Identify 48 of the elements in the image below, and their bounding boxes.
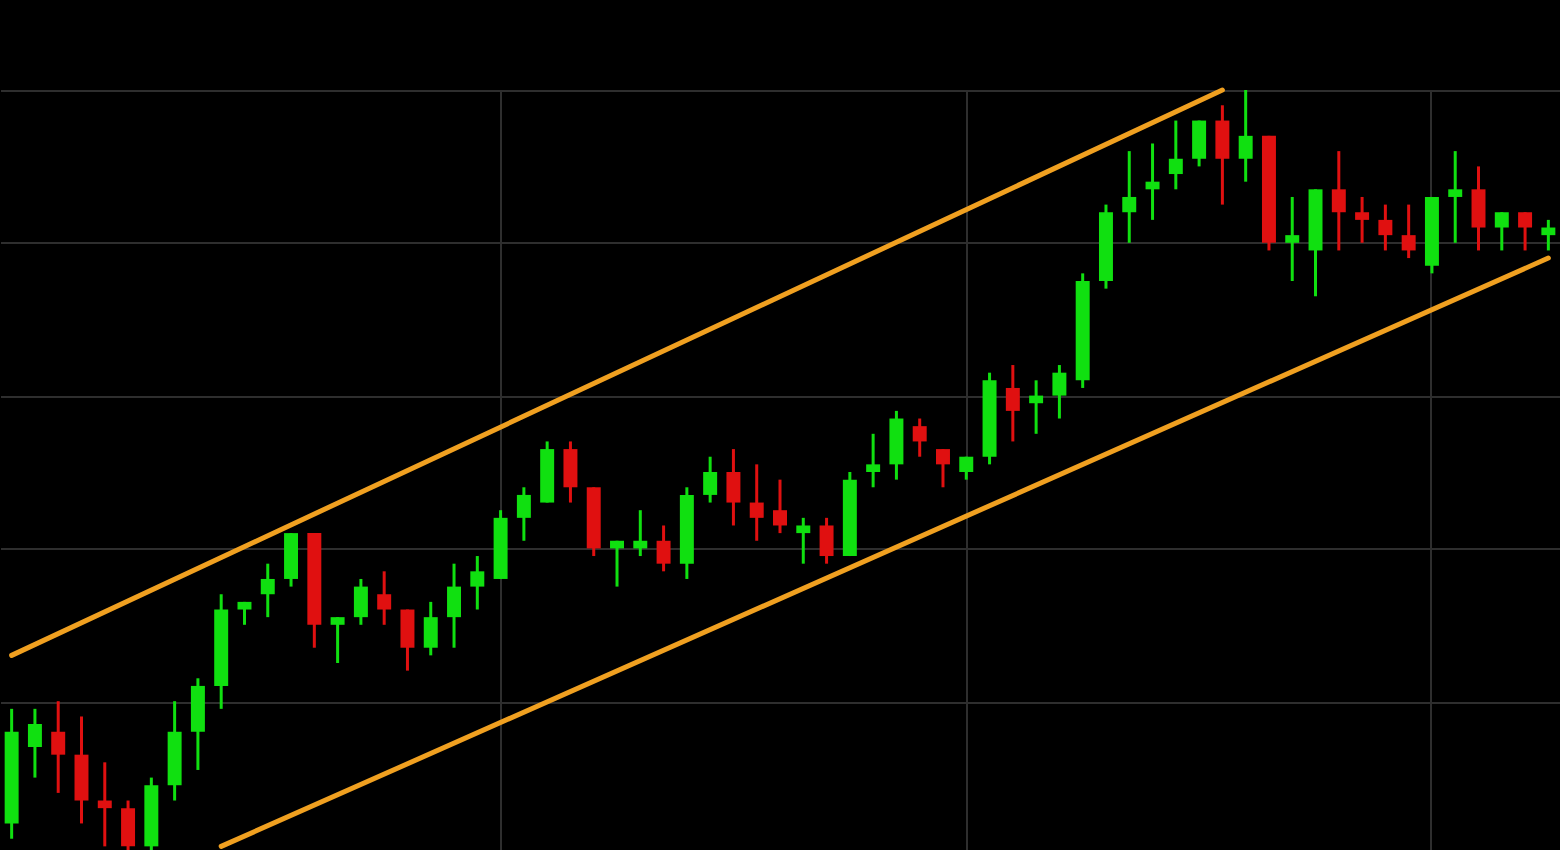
candlestick — [516, 485, 531, 543]
candlestick — [1192, 119, 1207, 168]
candlestick — [726, 447, 741, 527]
candlestick — [563, 439, 578, 505]
candlestick — [610, 539, 624, 589]
candlestick — [1029, 378, 1044, 436]
candlestick — [633, 508, 648, 558]
candlestick — [330, 615, 345, 665]
candlestick — [377, 569, 392, 627]
candlestick — [260, 562, 275, 619]
candlestick — [1005, 363, 1020, 443]
candlestick — [400, 608, 415, 673]
candlestick — [1285, 195, 1300, 283]
candlestick — [284, 531, 299, 589]
candlestick — [866, 432, 881, 489]
candlestick — [190, 676, 205, 772]
candlestick — [470, 554, 485, 612]
candlestick — [1215, 103, 1230, 207]
candlestick — [1331, 149, 1346, 252]
candlestick — [1168, 119, 1183, 191]
candlestick — [1494, 210, 1509, 252]
candlestick — [1122, 149, 1137, 245]
candlestick — [889, 409, 904, 482]
candlestick — [656, 523, 671, 573]
candlestick — [1355, 195, 1370, 245]
candlestick — [912, 417, 927, 459]
candlestick — [51, 699, 66, 795]
candlestick — [703, 455, 718, 505]
candlestick — [1052, 363, 1067, 421]
candlestick — [936, 447, 950, 489]
candlestick — [1401, 203, 1416, 260]
candlestick — [1471, 164, 1486, 252]
candlestick — [1541, 218, 1556, 252]
candlestick — [819, 516, 834, 566]
candlestick — [74, 714, 89, 825]
candlestick — [27, 707, 42, 780]
candlestick — [749, 462, 764, 543]
candlestick — [796, 516, 811, 566]
candlestick — [353, 577, 368, 627]
candlestick — [447, 562, 462, 650]
candlestick — [1238, 88, 1253, 184]
candlestick — [97, 760, 112, 848]
candlestick — [1518, 210, 1533, 252]
candlestick — [1145, 141, 1160, 222]
candlestick — [423, 600, 438, 657]
candlestick — [1378, 203, 1393, 252]
candlestick — [1448, 149, 1463, 245]
candlestick — [773, 478, 787, 535]
